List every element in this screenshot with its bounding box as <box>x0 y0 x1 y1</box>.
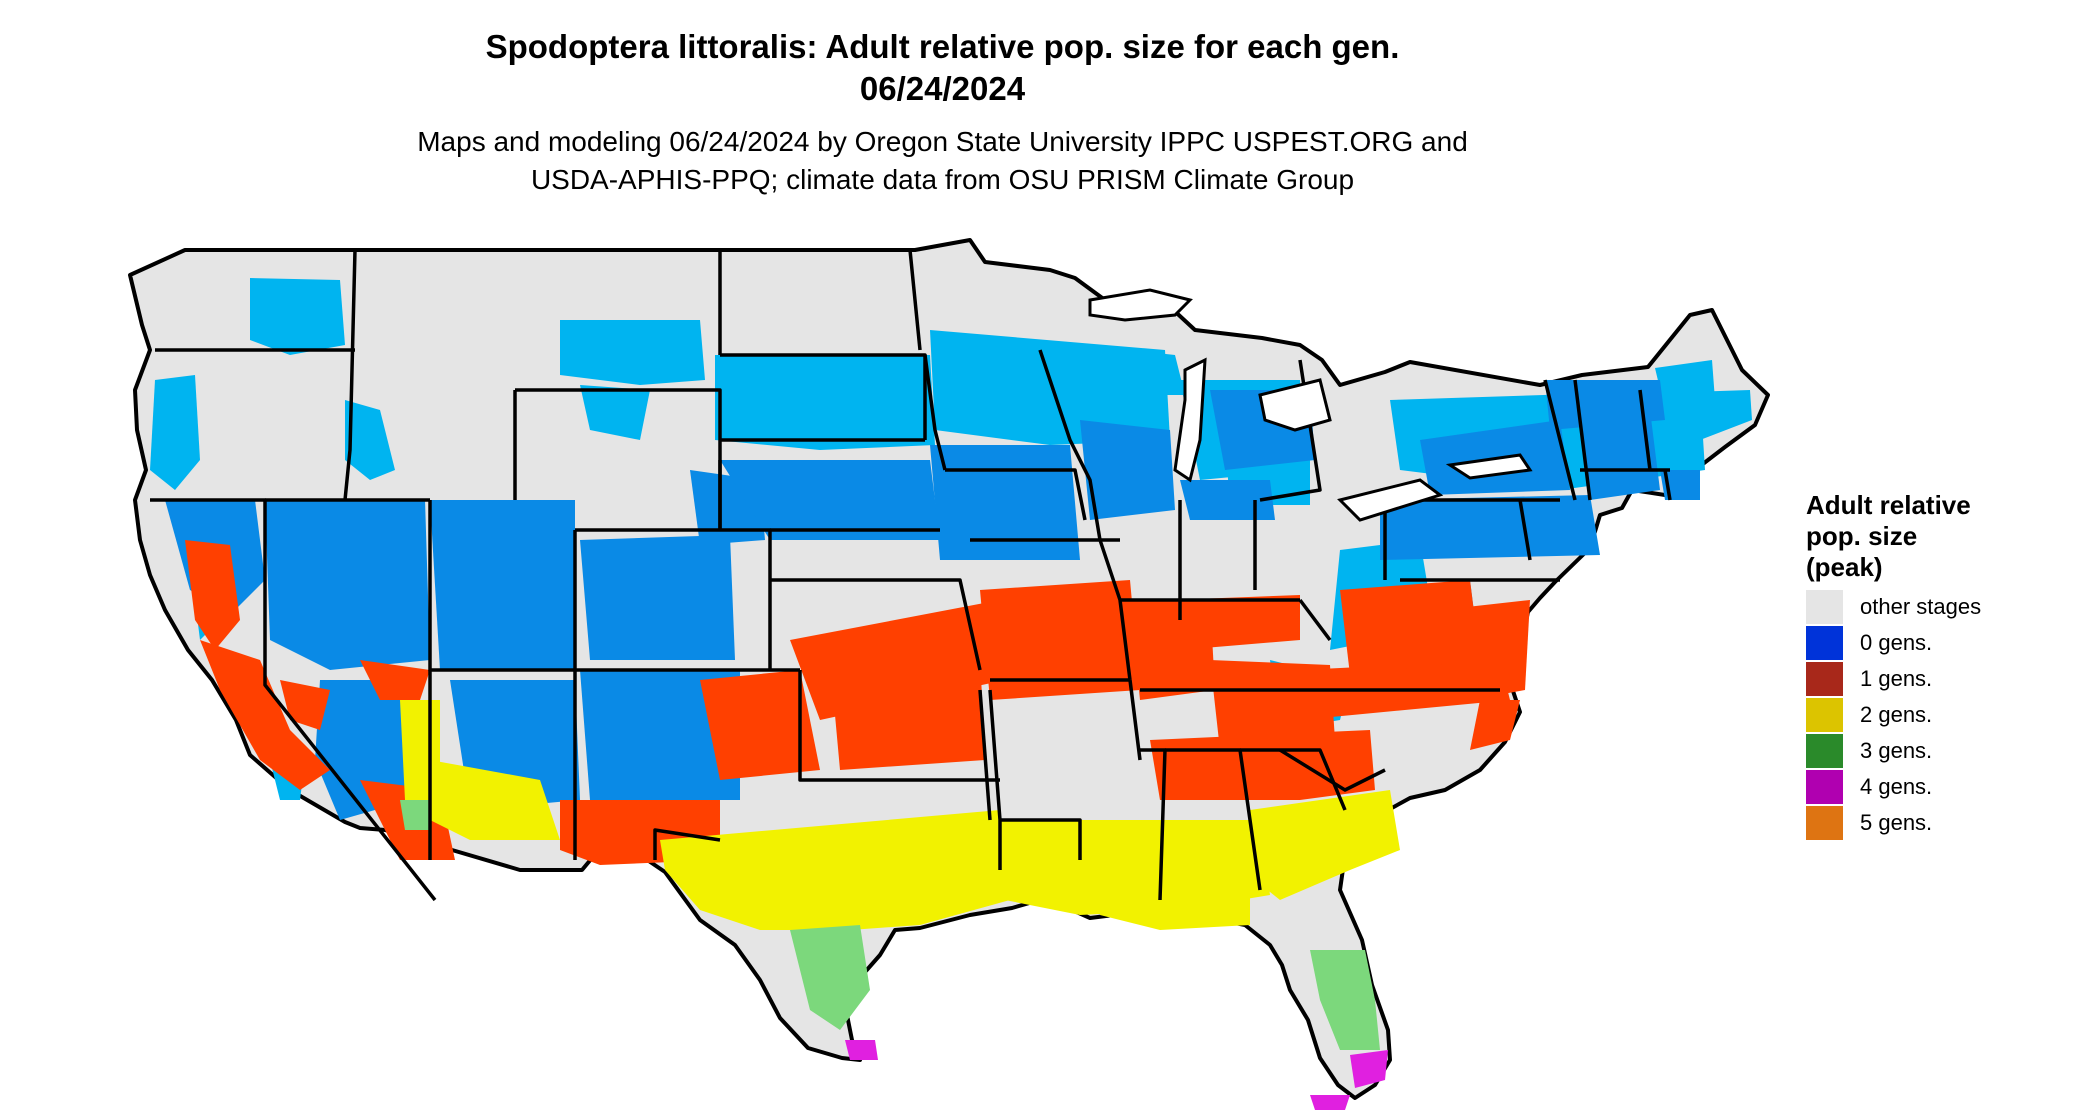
light-green-zones <box>400 800 1380 1050</box>
mid-blue-zones <box>165 380 1700 820</box>
legend-item-5-gens: 5 gens. <box>1806 805 1981 841</box>
legend-label: 5 gens. <box>1860 810 1933 835</box>
legend-swatch <box>1806 806 1843 840</box>
legend-label: 3 gens. <box>1860 738 1933 763</box>
legend-item-0-gens: 0 gens. <box>1806 625 1981 661</box>
legend-swatch <box>1806 626 1843 660</box>
map-subtitle-line-2: USDA-APHIS-PPQ; climate data from OSU PR… <box>530 164 1355 195</box>
legend-title-line-1: Adult relative <box>1806 490 1971 520</box>
legend-label: 0 gens. <box>1860 630 1933 655</box>
legend-title-line-2: pop. size <box>1806 521 1918 551</box>
legend-title: Adult relative pop. size (peak) <box>1806 490 1981 583</box>
legend-label: 2 gens. <box>1860 702 1933 727</box>
map-title-line-1: Spodoptera littoralis: Adult relative po… <box>485 28 1400 65</box>
legend-item-1-gens: 1 gens. <box>1806 661 1981 697</box>
map-subtitle-line-1: Maps and modeling 06/24/2024 by Oregon S… <box>417 126 1468 157</box>
legend-swatch <box>1806 734 1843 768</box>
magenta-zones <box>845 1040 1388 1110</box>
legend: Adult relative pop. size (peak) other st… <box>1806 490 1981 841</box>
legend-item-3-gens: 3 gens. <box>1806 733 1981 769</box>
legend-swatch <box>1806 590 1843 624</box>
great-lakes <box>1088 288 1533 522</box>
legend-item-4-gens: 4 gens. <box>1806 769 1981 805</box>
red-orange-zones <box>185 540 1530 865</box>
map-title-date: 06/24/2024 <box>859 70 1026 107</box>
legend-swatch <box>1806 770 1843 804</box>
legend-label: 4 gens. <box>1860 774 1933 799</box>
state-borders <box>150 249 1672 902</box>
legend-item-other-stages: other stages <box>1806 589 1981 625</box>
legend-swatch <box>1806 662 1843 696</box>
legend-swatch <box>1806 698 1843 732</box>
yellow-zones <box>400 700 1400 930</box>
legend-label: 1 gens. <box>1860 666 1933 691</box>
legend-title-line-3: (peak) <box>1806 552 1883 582</box>
legend-label: other stages <box>1860 594 1982 619</box>
legend-item-2-gens: 2 gens. <box>1806 697 1981 733</box>
